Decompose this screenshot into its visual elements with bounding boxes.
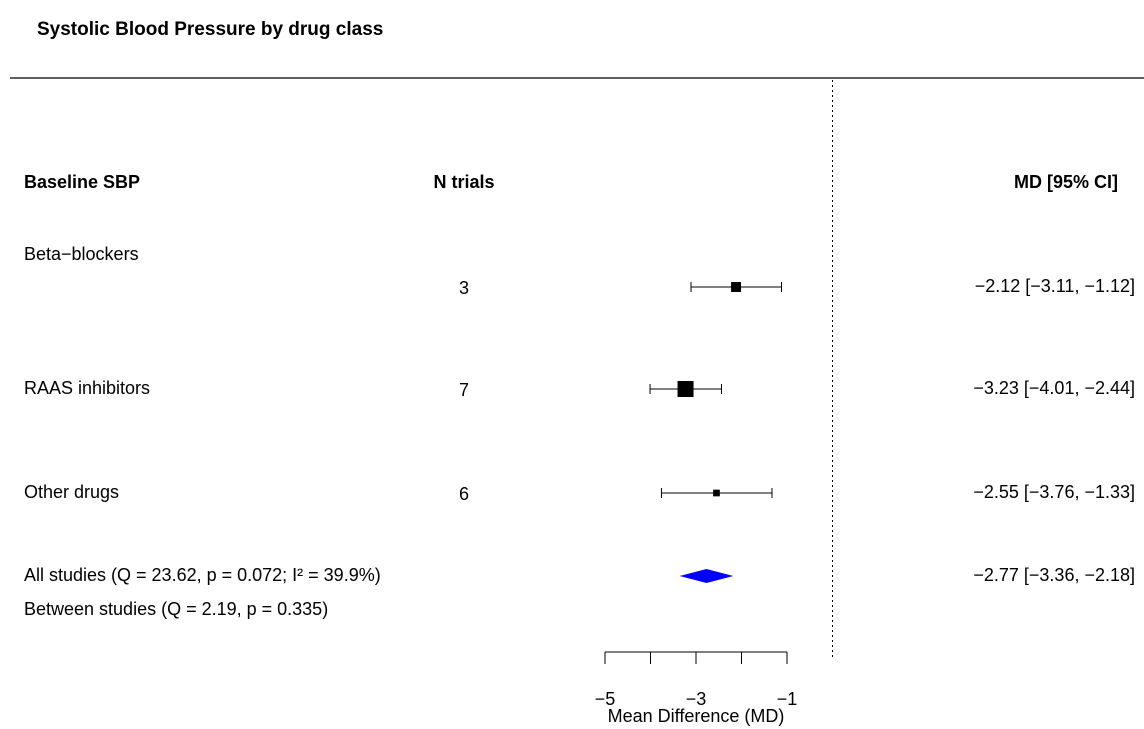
chart-title: Systolic Blood Pressure by drug class bbox=[37, 19, 383, 40]
n-trials: 6 bbox=[459, 484, 469, 504]
point-estimate bbox=[713, 489, 720, 497]
value-label: −2.55 [−3.76, −1.33] bbox=[973, 482, 1135, 502]
row-label: Beta−blockers bbox=[24, 244, 139, 264]
column-header: N trials bbox=[433, 172, 494, 192]
n-trials: 3 bbox=[459, 278, 469, 298]
summary-label: All studies (Q = 23.62, p = 0.072; I² = … bbox=[24, 565, 381, 585]
x-tick-label: −1 bbox=[777, 689, 798, 709]
x-axis-label: Mean Difference (MD) bbox=[608, 706, 785, 726]
between-label: Between studies (Q = 2.19, p = 0.335) bbox=[24, 599, 328, 619]
x-tick-label: −3 bbox=[686, 689, 707, 709]
summary-value-label: −2.77 [−3.36, −2.18] bbox=[973, 565, 1135, 585]
row-label: Other drugs bbox=[24, 482, 119, 502]
summary-diamond bbox=[679, 569, 734, 583]
value-label: −3.23 [−4.01, −2.44] bbox=[973, 378, 1135, 398]
x-tick-label: −5 bbox=[595, 689, 616, 709]
n-trials: 7 bbox=[459, 380, 469, 400]
column-header: Baseline SBP bbox=[24, 172, 140, 192]
column-header: MD [95% CI] bbox=[1014, 172, 1118, 192]
point-estimate bbox=[677, 381, 694, 397]
row-label: RAAS inhibitors bbox=[24, 378, 150, 398]
point-estimate bbox=[731, 282, 742, 292]
value-label: −2.12 [−3.11, −1.12] bbox=[975, 276, 1135, 296]
